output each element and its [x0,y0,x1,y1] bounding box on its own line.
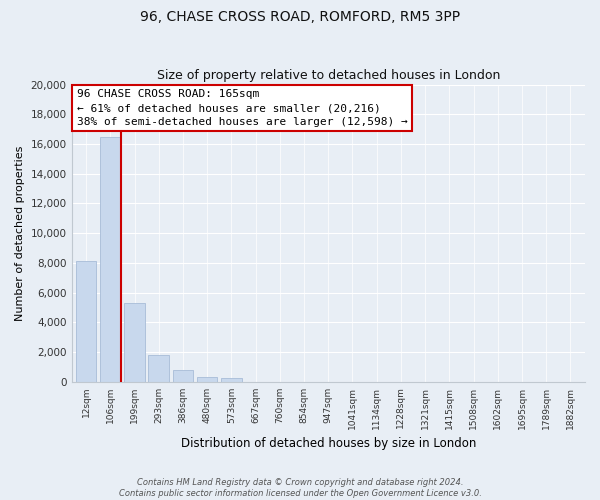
Bar [221,378,242,382]
Bar [100,136,121,382]
X-axis label: Distribution of detached houses by size in London: Distribution of detached houses by size … [181,437,476,450]
Bar [148,355,169,382]
Title: Size of property relative to detached houses in London: Size of property relative to detached ho… [157,69,500,82]
Text: 96 CHASE CROSS ROAD: 165sqm
← 61% of detached houses are smaller (20,216)
38% of: 96 CHASE CROSS ROAD: 165sqm ← 61% of det… [77,89,407,127]
Bar [197,377,217,382]
Bar [173,370,193,382]
Bar [124,303,145,382]
Text: 96, CHASE CROSS ROAD, ROMFORD, RM5 3PP: 96, CHASE CROSS ROAD, ROMFORD, RM5 3PP [140,10,460,24]
Text: Contains HM Land Registry data © Crown copyright and database right 2024.
Contai: Contains HM Land Registry data © Crown c… [119,478,481,498]
Bar [76,262,97,382]
Y-axis label: Number of detached properties: Number of detached properties [15,146,25,321]
